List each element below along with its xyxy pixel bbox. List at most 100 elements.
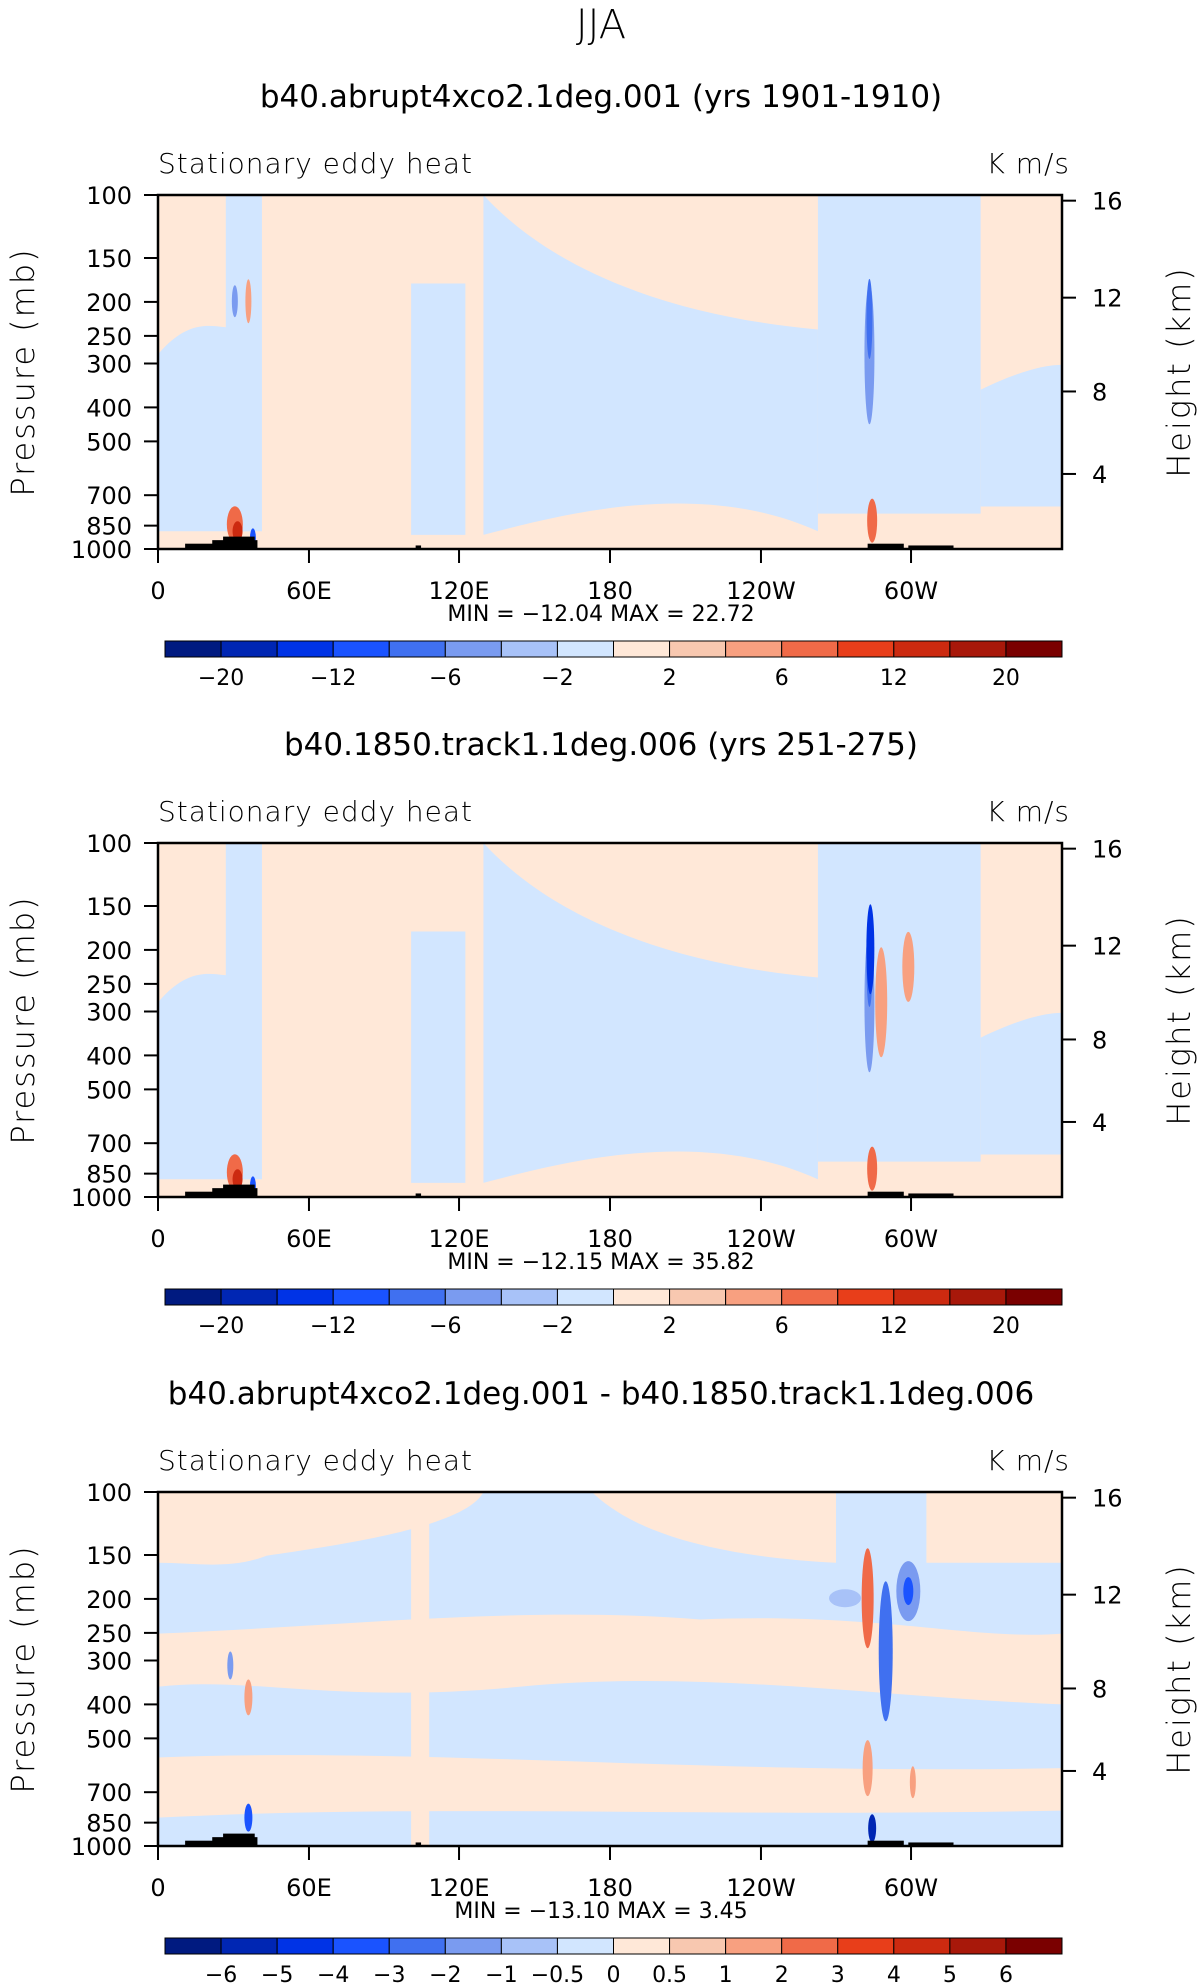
x-tick-label: 120E — [429, 1874, 490, 1902]
colorbar-label: 6 — [775, 666, 789, 691]
x-tick-label: 60W — [884, 1874, 938, 1902]
colorbar-swatch — [781, 1937, 839, 1955]
colorbar-swatch — [276, 640, 334, 658]
colorbar-label: 6 — [775, 1314, 789, 1339]
y-right-tick-label: 16 — [1092, 836, 1123, 864]
blue-region — [411, 283, 466, 549]
colorbar-swatch — [276, 1937, 334, 1955]
topography-block — [908, 1842, 954, 1846]
colorbar-label: 12 — [880, 1314, 908, 1339]
colorbar-swatch — [444, 640, 502, 658]
blue-streak — [231, 285, 238, 318]
colorbar-swatch — [613, 640, 671, 658]
x-tick-label: 120W — [726, 1874, 796, 1902]
y-right-tick-label: 16 — [1092, 1485, 1123, 1513]
x-tick-label: 180 — [587, 1874, 633, 1902]
peach-band — [158, 534, 1062, 549]
variable-label: Stationary eddy heat — [158, 795, 473, 828]
topography-block — [248, 540, 258, 549]
blue-streak — [866, 278, 873, 359]
colorbar-swatch — [669, 1937, 727, 1955]
season-title: JJA — [576, 2, 626, 48]
colorbar-swatch — [164, 1937, 222, 1955]
y-tick-label: 100 — [86, 830, 132, 858]
colorbar-label: 20 — [992, 1314, 1020, 1339]
colorbar-label: 4 — [887, 1963, 901, 1987]
peach-band — [158, 1614, 1062, 1705]
y-tick-label: 1000 — [71, 1184, 132, 1212]
y-right-tick-label: 12 — [1092, 1582, 1123, 1610]
units-label: K m/s — [986, 147, 1070, 180]
y-axis-title: Pressure (mb) — [4, 895, 42, 1144]
colorbar-label: 2 — [663, 666, 677, 691]
y-tick-label: 500 — [86, 428, 132, 456]
colorbar-swatch — [725, 1288, 783, 1306]
min-max-stats: MIN = −13.10 MAX = 3.45 — [454, 1899, 747, 1924]
y-tick-label: 850 — [86, 1810, 132, 1838]
blue-streak — [878, 1581, 893, 1722]
colorbar-swatch — [276, 1288, 334, 1306]
red-streak — [245, 279, 252, 324]
colorbar: −6 −5 −4 −3 −2 −1 −0.5 0 0.5 1 2 3 4 5 6 — [164, 1937, 1063, 1987]
x-tick-label: 0 — [150, 577, 165, 605]
y-tick-label: 850 — [86, 513, 132, 541]
y-tick-label: 200 — [86, 1586, 132, 1614]
y-tick-label: 400 — [86, 1042, 132, 1070]
topography — [185, 1184, 954, 1197]
x-tick-label: 120E — [429, 1225, 490, 1253]
x-tick-label: 180 — [587, 577, 633, 605]
y-right-tick-label: 16 — [1092, 188, 1123, 216]
y-right-tick-label: 4 — [1092, 1109, 1107, 1137]
x-tick-label: 120W — [726, 577, 796, 605]
y-tick-label: 200 — [86, 937, 132, 965]
y-right-tick-label: 12 — [1092, 933, 1123, 961]
colorbar-swatch — [556, 1937, 614, 1955]
colorbar-swatch — [220, 1937, 278, 1955]
colorbar-label: 1 — [719, 1963, 733, 1987]
y-tick-label: 300 — [86, 1648, 132, 1676]
y-tick-label: 1000 — [71, 1833, 132, 1861]
blue-region — [483, 843, 818, 1183]
y-tick-label: 100 — [86, 1479, 132, 1507]
contour-field — [158, 1492, 1062, 1846]
y-right-tick-label: 4 — [1092, 461, 1107, 489]
panel-title: b40.abrupt4xco2.1deg.001 (yrs 1901-1910) — [260, 79, 942, 115]
colorbar-swatch — [444, 1288, 502, 1306]
colorbar-label: 12 — [880, 666, 908, 691]
colorbar-label: 3 — [831, 1963, 845, 1987]
colorbar-swatch — [1005, 1288, 1063, 1306]
y-tick-label: 200 — [86, 289, 132, 317]
peach-band — [158, 1182, 1062, 1197]
y-tick-label: 250 — [86, 1620, 132, 1648]
colorbar-swatch — [500, 1288, 558, 1306]
colorbar-swatch — [164, 640, 222, 658]
x-tick-label: 120W — [726, 1225, 796, 1253]
topography-block — [908, 545, 954, 549]
y-tick-label: 250 — [86, 323, 132, 351]
colorbar-label: −6 — [429, 1314, 461, 1339]
colorbar-swatch — [837, 1288, 895, 1306]
x-tick-label: 60E — [286, 1874, 332, 1902]
y-axis-title: Pressure (mb) — [4, 247, 42, 496]
colorbar-label: −6 — [429, 666, 461, 691]
blue-blob — [868, 1814, 877, 1843]
colorbar-swatch — [949, 1937, 1007, 1955]
colorbar-label: −12 — [310, 1314, 356, 1339]
y-right-tick-label: 4 — [1092, 1758, 1107, 1786]
x-tick-label: 180 — [587, 1225, 633, 1253]
y-right-tick-label: 12 — [1092, 285, 1123, 313]
topography-block — [415, 545, 422, 549]
topography-block — [248, 1837, 258, 1846]
blue-blob — [903, 1577, 914, 1606]
y-right-axis-title: Height (km) — [1160, 266, 1198, 478]
y-axis-title: Pressure (mb) — [4, 1544, 42, 1793]
colorbar-swatch — [556, 640, 614, 658]
colorbar-label: 2 — [775, 1963, 789, 1987]
colorbar-swatch — [893, 1288, 951, 1306]
colorbar-swatch — [725, 1937, 783, 1955]
colorbar-swatch — [1005, 1937, 1063, 1955]
blue-region — [158, 318, 249, 532]
panel-2: b40.1850.track1.1deg.006 (yrs 251-275) St… — [4, 727, 1198, 1339]
colorbar-swatch — [781, 1288, 839, 1306]
units-label: K m/s — [986, 1444, 1070, 1477]
